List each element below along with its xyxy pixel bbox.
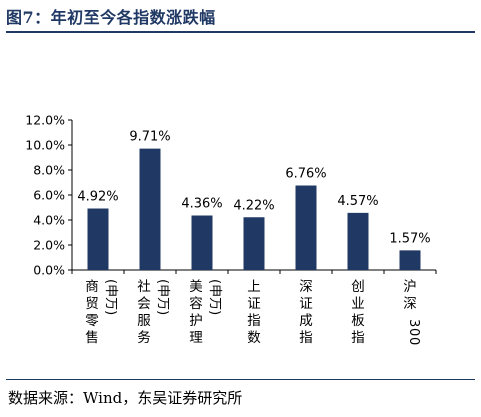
y-tick-label: 4.0% xyxy=(33,213,65,228)
svg-text:指: 指 xyxy=(247,313,261,329)
bar xyxy=(243,217,265,270)
bar xyxy=(191,215,213,270)
footer-rule xyxy=(6,379,475,380)
x-tick-sublabel: (申万) xyxy=(207,279,222,315)
bar xyxy=(347,212,369,270)
data-label: 4.92% xyxy=(77,190,118,205)
source-note: 数据来源：Wind，东吴证券研究所 xyxy=(8,389,243,407)
data-label: 4.22% xyxy=(233,198,274,213)
svg-text:业: 业 xyxy=(351,296,365,312)
svg-text:零: 零 xyxy=(85,313,99,329)
bar xyxy=(139,148,161,270)
data-label: 9.71% xyxy=(129,130,170,145)
y-tick-label: 10.0% xyxy=(25,138,65,153)
svg-text:深: 深 xyxy=(299,279,313,295)
svg-text:沪: 沪 xyxy=(403,279,417,295)
data-label: 1.57% xyxy=(389,231,430,246)
svg-text:0: 0 xyxy=(406,328,421,336)
svg-text:3: 3 xyxy=(406,319,421,327)
svg-text:贸: 贸 xyxy=(85,296,99,312)
svg-text:板: 板 xyxy=(351,313,365,329)
svg-text:成: 成 xyxy=(299,313,313,329)
svg-text:社: 社 xyxy=(137,279,151,295)
data-label: 4.36% xyxy=(181,197,222,212)
svg-text:容: 容 xyxy=(189,295,203,312)
svg-text:指: 指 xyxy=(299,330,313,346)
svg-text:证: 证 xyxy=(299,296,313,312)
svg-text:商: 商 xyxy=(85,279,99,295)
svg-text:证: 证 xyxy=(247,296,261,312)
svg-text:护: 护 xyxy=(189,313,203,329)
svg-text:数: 数 xyxy=(247,330,261,346)
data-label: 4.57% xyxy=(337,194,378,209)
svg-text:0: 0 xyxy=(406,337,421,345)
svg-text:理: 理 xyxy=(189,330,203,346)
bar xyxy=(87,208,109,270)
x-tick-sublabel: (申万) xyxy=(155,279,170,315)
chart-bars xyxy=(87,148,421,270)
y-tick-label: 0.0% xyxy=(33,263,65,278)
svg-text:深: 深 xyxy=(403,296,417,312)
y-tick-label: 8.0% xyxy=(33,163,65,178)
svg-text:服: 服 xyxy=(137,313,151,329)
svg-text:上: 上 xyxy=(247,279,261,295)
svg-text:务: 务 xyxy=(137,330,151,346)
x-tick-sublabel: (申万) xyxy=(103,279,118,315)
svg-text:创: 创 xyxy=(351,279,365,295)
svg-text:会: 会 xyxy=(137,296,151,312)
figure-header: 图7：年初至今各指数涨跌幅 xyxy=(6,4,475,33)
figure-title: 图7：年初至今各指数涨跌幅 xyxy=(6,8,216,27)
svg-text:指: 指 xyxy=(351,330,365,346)
data-label: 6.76% xyxy=(285,167,326,182)
chart-axes: 0.0% 2.0% 4.0% 6.0% 8.0% 10.0% 12.0% xyxy=(25,113,437,278)
svg-text:美: 美 xyxy=(189,279,203,295)
bar-chart: 0.0% 2.0% 4.0% 6.0% 8.0% 10.0% 12.0% 4.92% 商贸零售… xyxy=(25,113,437,346)
y-tick-label: 6.0% xyxy=(33,188,65,203)
y-tick-label: 12.0% xyxy=(25,113,65,128)
bar xyxy=(295,185,317,270)
y-tick-label: 2.0% xyxy=(33,238,65,253)
svg-text:售: 售 xyxy=(85,330,99,346)
bar xyxy=(399,250,421,270)
title-underline xyxy=(6,31,475,33)
